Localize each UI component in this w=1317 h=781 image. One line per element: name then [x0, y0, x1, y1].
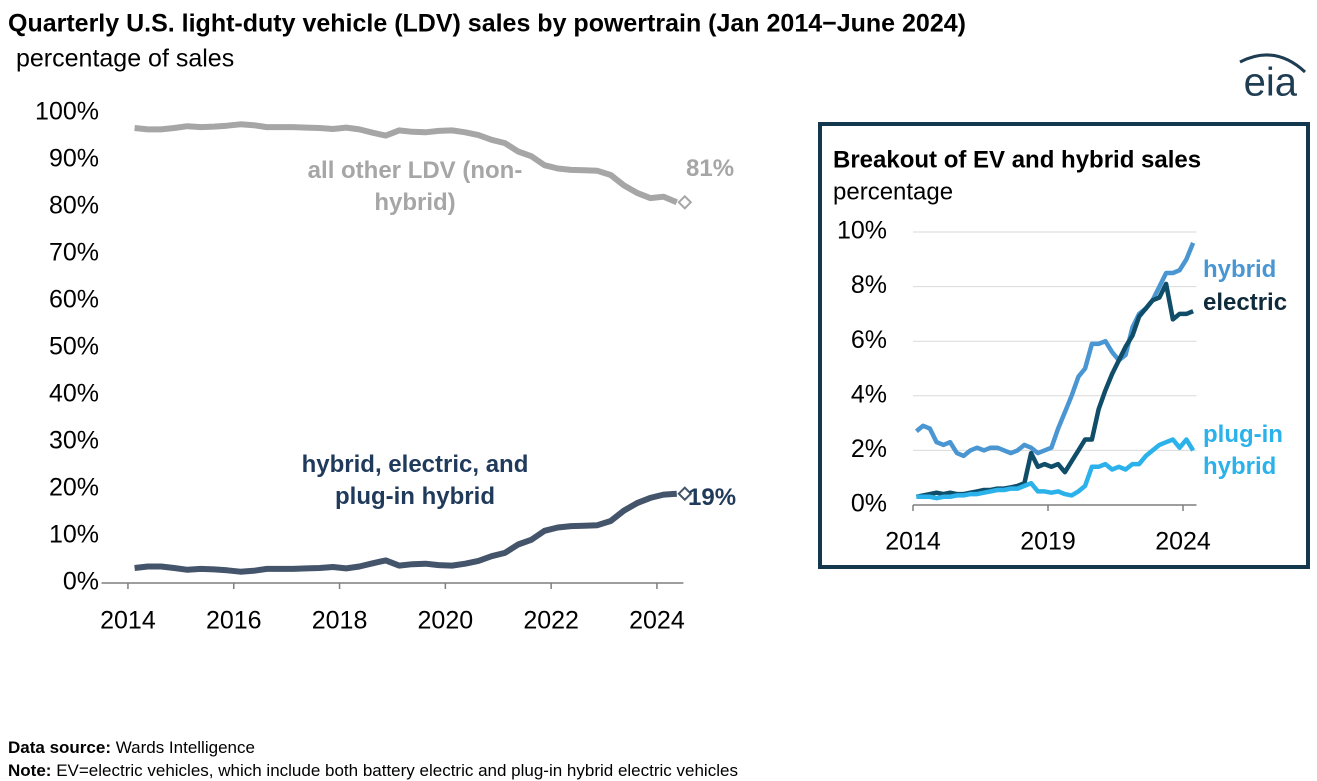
chart-title: Quarterly U.S. light-duty vehicle (LDV) …	[8, 10, 966, 38]
logo: eia	[1244, 61, 1298, 105]
x-tick-label: 2019	[1020, 528, 1076, 556]
y-tick-label: 60%	[49, 286, 99, 314]
x-tick-label: 2024	[1155, 528, 1211, 556]
y-tick-label: 70%	[49, 239, 99, 267]
footnote-label: Data source:	[8, 738, 111, 757]
footnote: Data source: Wards Intelligence	[8, 738, 255, 758]
footnote-text: Wards Intelligence	[115, 738, 255, 757]
end-marker	[677, 486, 693, 502]
y-tick-label: 40%	[49, 380, 99, 408]
y-tick-label: 6%	[851, 326, 887, 354]
y-tick-label: 8%	[851, 271, 887, 299]
end-label: 19%	[688, 484, 737, 511]
chart-subtitle: percentage of sales	[16, 45, 234, 73]
series-label: hybrid	[1203, 256, 1277, 283]
x-tick-label: 2014	[885, 528, 941, 556]
y-tick-label: 100%	[35, 98, 99, 126]
x-tick-label: 2024	[629, 607, 685, 635]
x-tick-label: 2018	[312, 607, 368, 635]
inset-subtitle: percentage	[833, 178, 953, 205]
footnote-label: Note:	[8, 761, 52, 780]
y-tick-label: 2%	[851, 435, 887, 463]
y-tick-label: 10%	[837, 217, 887, 245]
y-tick-label: 30%	[49, 427, 99, 455]
y-tick-label: 90%	[49, 145, 99, 173]
series-label: electric	[1203, 289, 1288, 316]
end-label: 81%	[686, 155, 735, 182]
inset-title: Breakout of EV and hybrid sales	[833, 146, 1201, 173]
series-line	[134, 121, 678, 206]
x-tick-label: 2020	[418, 607, 474, 635]
y-tick-label: 4%	[851, 380, 887, 408]
y-tick-label: 0%	[851, 490, 887, 518]
series-line	[134, 490, 678, 575]
series-label: plug-in hybrid	[1203, 421, 1283, 480]
y-tick-label: 10%	[49, 521, 99, 549]
inset-frame	[818, 122, 1310, 569]
series-label: hybrid, electric, and plug-in hybrid	[301, 451, 529, 510]
y-tick-label: 20%	[49, 474, 99, 502]
x-tick-label: 2022	[523, 607, 579, 635]
series-line	[916, 437, 1196, 501]
y-tick-label: 80%	[49, 192, 99, 220]
series-label: all other LDV (non-hybrid)	[307, 157, 523, 216]
y-tick-label: 0%	[63, 568, 99, 596]
footnote: Note: EV=electric vehicles, which includ…	[8, 761, 738, 781]
series-line	[914, 242, 1196, 459]
x-tick-label: 2014	[100, 607, 156, 635]
series-line	[915, 281, 1194, 500]
footnote-text: EV=electric vehicles, which include both…	[56, 761, 738, 780]
end-marker	[677, 194, 693, 210]
x-tick-label: 2016	[206, 607, 262, 635]
y-tick-label: 50%	[49, 333, 99, 361]
logo-arc	[1239, 53, 1307, 74]
